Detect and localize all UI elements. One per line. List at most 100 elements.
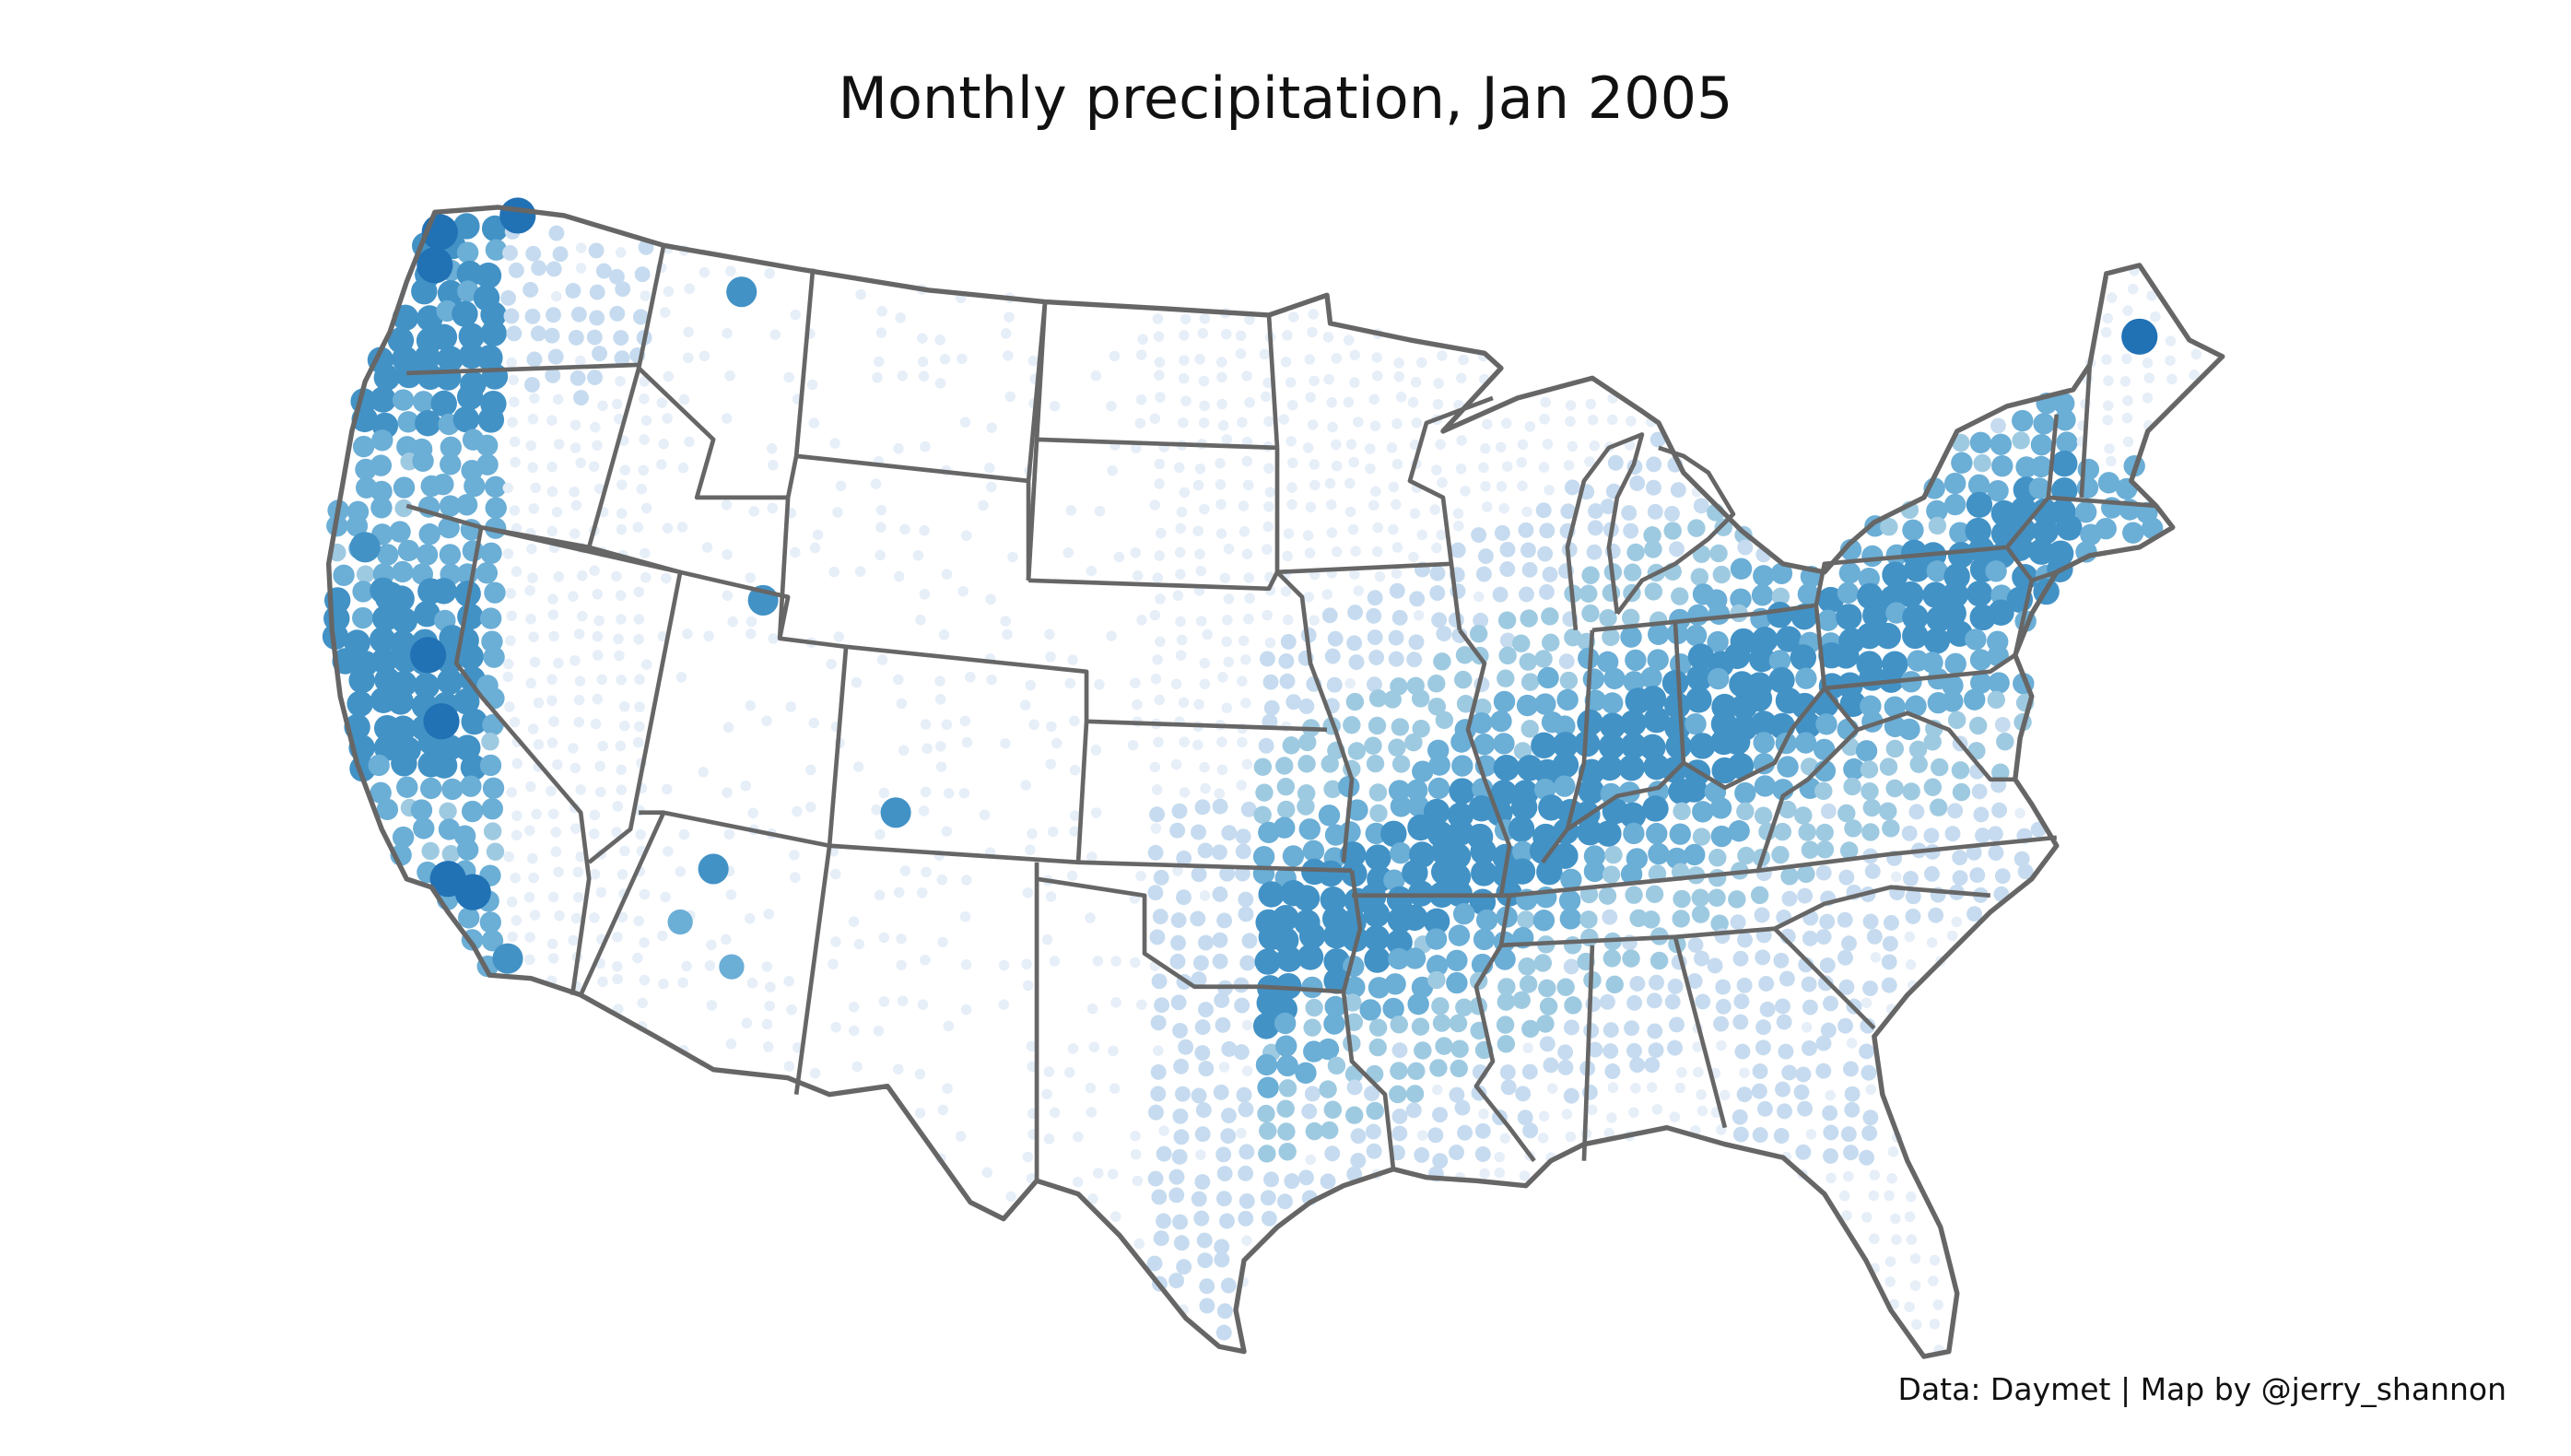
precip-dot (1431, 997, 1450, 1016)
precip-dot (2122, 522, 2144, 544)
precip-dot (1578, 778, 1604, 804)
precip-dot (1198, 417, 1210, 429)
precip-dot (1901, 825, 1918, 841)
precip-dot (414, 600, 440, 628)
precip-dot (1214, 788, 1225, 799)
precip-dot (525, 781, 536, 793)
precip-dot (1494, 1167, 1506, 1179)
precip-dot (683, 326, 694, 338)
precip-dot (1211, 844, 1227, 861)
precip-dot (545, 367, 561, 383)
precip-dot (1275, 1035, 1297, 1057)
precip-dot (1987, 826, 2003, 842)
precip-dot (1773, 1128, 1790, 1144)
precip-dot (1822, 1105, 1838, 1121)
precip-dot (1928, 516, 1947, 535)
precip-dot (352, 581, 374, 603)
precip-dot (553, 657, 564, 669)
precip-dot (1519, 652, 1537, 671)
precip-dot (1671, 587, 1689, 605)
precip-dot (1136, 615, 1147, 626)
precip-dot (613, 633, 624, 645)
precip-dot (352, 606, 374, 629)
precip-dot (2143, 372, 2155, 383)
precip-dot (1065, 505, 1077, 516)
precip-dot (1454, 670, 1473, 689)
precip-dot (1072, 1176, 1084, 1188)
precip-dot (826, 658, 837, 670)
precip-dot (1028, 719, 1039, 731)
precip-dot (1212, 798, 1228, 815)
precip-dot (1606, 1112, 1617, 1123)
precip-dot (1823, 995, 1838, 1012)
precip-dot (1623, 822, 1645, 845)
precip-dot (1258, 737, 1274, 754)
precip-dot (1820, 803, 1837, 819)
precip-dot (509, 505, 521, 516)
precip-dot (1132, 570, 1144, 581)
precip-dot (1298, 698, 1315, 714)
precip-dot (1727, 752, 1755, 780)
precip-dot (1708, 888, 1726, 907)
precip-dot (430, 752, 458, 779)
precip-dot (1750, 886, 1769, 905)
precip-dot (1282, 845, 1305, 867)
precip-dot (2103, 375, 2114, 386)
precip-dot (1327, 421, 1338, 433)
precip-dot (1221, 636, 1232, 648)
precip-dot (1620, 733, 1648, 759)
precip-dot (942, 1083, 953, 1094)
precip-dot (1223, 593, 1235, 605)
precip-dot (1579, 910, 1598, 929)
precip-dot (1646, 992, 1662, 1009)
precip-dot (1508, 816, 1535, 842)
precip-dot (1366, 1101, 1384, 1121)
precip-dot (1258, 1145, 1276, 1163)
precip-dot (1223, 656, 1235, 668)
precip-dot (1952, 782, 1971, 802)
precip-dot (1283, 528, 1295, 539)
precip-dot (1216, 912, 1233, 929)
precip-dot (1022, 1151, 1034, 1163)
precip-dot (1470, 838, 1497, 865)
precip-dot (1298, 1169, 1314, 1186)
precip-dot (1985, 560, 2007, 582)
precip-dot (1000, 737, 1011, 749)
precip-dot (322, 623, 349, 651)
precip-dot (2051, 450, 2078, 477)
precip-dot (1536, 858, 1563, 886)
precip-dot (1518, 522, 1534, 538)
precip-dot (547, 808, 559, 819)
precip-dot (1109, 350, 1121, 362)
precip-dot (1643, 706, 1670, 734)
precip-dot (1086, 851, 1098, 863)
precip-dot (1274, 1012, 1297, 1035)
precip-dot (1324, 1145, 1341, 1162)
precip-dot (1090, 807, 1102, 818)
precip-dot (525, 614, 536, 625)
precip-dot (1623, 563, 1642, 581)
precip-dot (1198, 1061, 1215, 1077)
precip-dot (1539, 523, 1556, 539)
precip-dot (935, 761, 947, 772)
precip-dot (1297, 784, 1316, 803)
precip-dot (1022, 980, 1034, 992)
precip-dot (527, 852, 538, 864)
precip-dot (1557, 1044, 1574, 1061)
precip-dot (477, 406, 505, 433)
precip-dot (663, 286, 675, 298)
precip-dot (1146, 1255, 1163, 1272)
precip-dot (872, 371, 883, 383)
precip-dot (634, 701, 645, 712)
precip-dot (1174, 1086, 1191, 1102)
precip-dot (1947, 542, 1975, 569)
precip-dot (984, 463, 995, 474)
precip-dot (1309, 615, 1320, 626)
precip-dot (812, 529, 824, 541)
precip-dot (500, 289, 517, 306)
precip-dot (853, 938, 865, 950)
precip-dot (546, 261, 562, 277)
precip-dot (1802, 1040, 1817, 1056)
precip-dot (1647, 503, 1663, 520)
precip-dot (573, 694, 585, 706)
